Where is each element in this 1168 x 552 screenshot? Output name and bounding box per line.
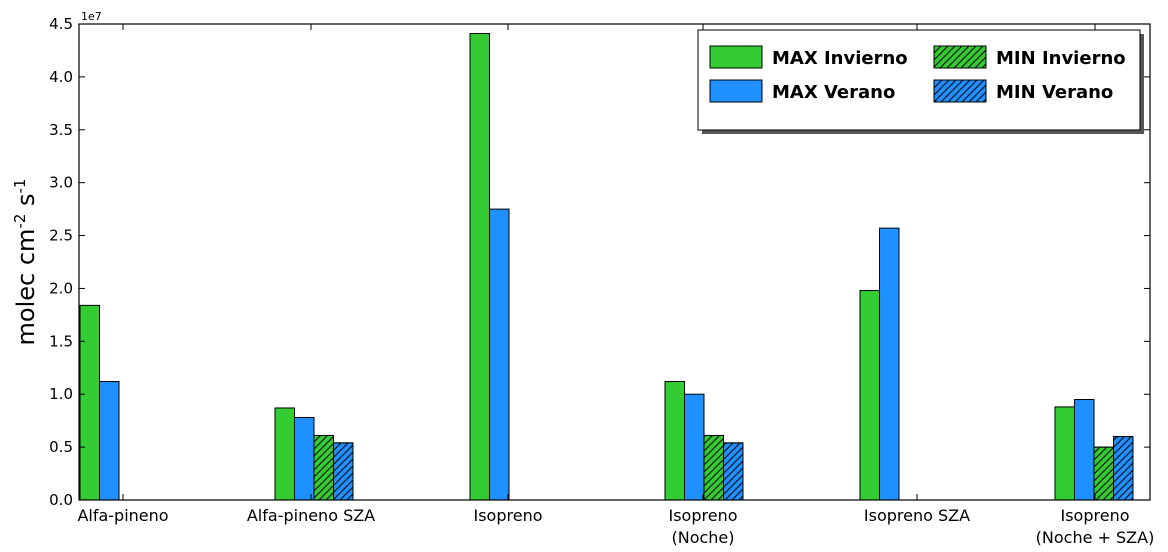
legend-box [697, 29, 1141, 131]
y-tick-label: 0.5 [49, 438, 73, 456]
bar-max-verano-3 [684, 393, 705, 501]
bar-min-invierno-3 [703, 434, 724, 501]
bar-max-verano-4 [879, 227, 900, 501]
y-tick-label: 1.0 [49, 385, 73, 403]
y-tick-label: 3.0 [49, 174, 73, 192]
bar-max-invierno-2 [469, 33, 490, 501]
legend-entry-max-invierno: MAX Invierno [709, 45, 908, 69]
x-tick-label: Isopreno [474, 506, 543, 525]
y-tick-label: 0.0 [49, 491, 73, 509]
legend-label: MAX Verano [772, 82, 895, 103]
y-offset-label: 1e7 [81, 10, 102, 23]
legend-entry-min-verano: MIN Verano [933, 79, 1113, 103]
x-tick-label: (Noche) [671, 528, 734, 547]
x-tick-label: (Noche + SZA) [1036, 528, 1155, 547]
bar-max-verano-5 [1074, 399, 1095, 501]
y-tick-label: 2.0 [49, 279, 73, 297]
plot-frame [78, 23, 1151, 501]
x-tick-label: Isopreno SZA [864, 506, 970, 525]
x-tick-label: Isopreno [1061, 506, 1130, 525]
x-tick-label: Alfa-pineno [77, 506, 168, 525]
x-tick-label: Alfa-pineno SZA [247, 506, 375, 525]
bar-min-verano-3 [723, 442, 744, 501]
y-tick-label: 4.5 [49, 15, 73, 33]
bar-max-verano-2 [489, 208, 510, 501]
y-axis-label-exp1: -2 [11, 214, 29, 229]
x-tick-label: Isopreno [669, 506, 738, 525]
legend-label: MIN Verano [996, 82, 1113, 103]
legend-entry-max-verano: MAX Verano [709, 79, 895, 103]
bar-min-invierno-5 [1093, 446, 1114, 501]
y-tick-label: 1.5 [49, 332, 73, 350]
legend: MAX Invierno MAX Verano MIN Invierno MIN Ve… [697, 29, 1144, 134]
bar-max-verano-1 [294, 416, 315, 501]
y-axis-label-main: molec cm [12, 229, 40, 346]
legend-label: MIN Invierno [996, 48, 1126, 69]
y-tick-label: 2.5 [49, 227, 73, 245]
bar-min-invierno-1 [313, 434, 334, 501]
legend-entry-min-invierno: MIN Invierno [933, 45, 1126, 69]
bar-max-invierno-1 [274, 407, 295, 501]
y-axis-label-s: s [12, 193, 40, 213]
bars-layer [79, 33, 1134, 501]
axis-layer: 0.0 0.5 1.0 1.5 2.0 2.5 3.0 3.5 4.0 4.5 Alfa-pinen… [49, 15, 1154, 547]
bar-max-invierno-0 [79, 304, 100, 501]
bar-min-verano-5 [1113, 436, 1134, 501]
bar-max-invierno-3 [664, 381, 685, 501]
y-tick-label: 4.0 [49, 68, 73, 86]
bar-max-invierno-5 [1054, 406, 1075, 501]
y-tick-label: 3.5 [49, 121, 73, 139]
legend-label: MAX Invierno [772, 48, 908, 69]
bar-min-verano-1 [333, 442, 354, 501]
y-axis-label: molec cm-2 s-1 [11, 179, 40, 346]
bar-max-invierno-4 [859, 290, 880, 501]
y-axis-label-exp2: -1 [11, 179, 29, 194]
bar-max-verano-0 [99, 381, 120, 501]
